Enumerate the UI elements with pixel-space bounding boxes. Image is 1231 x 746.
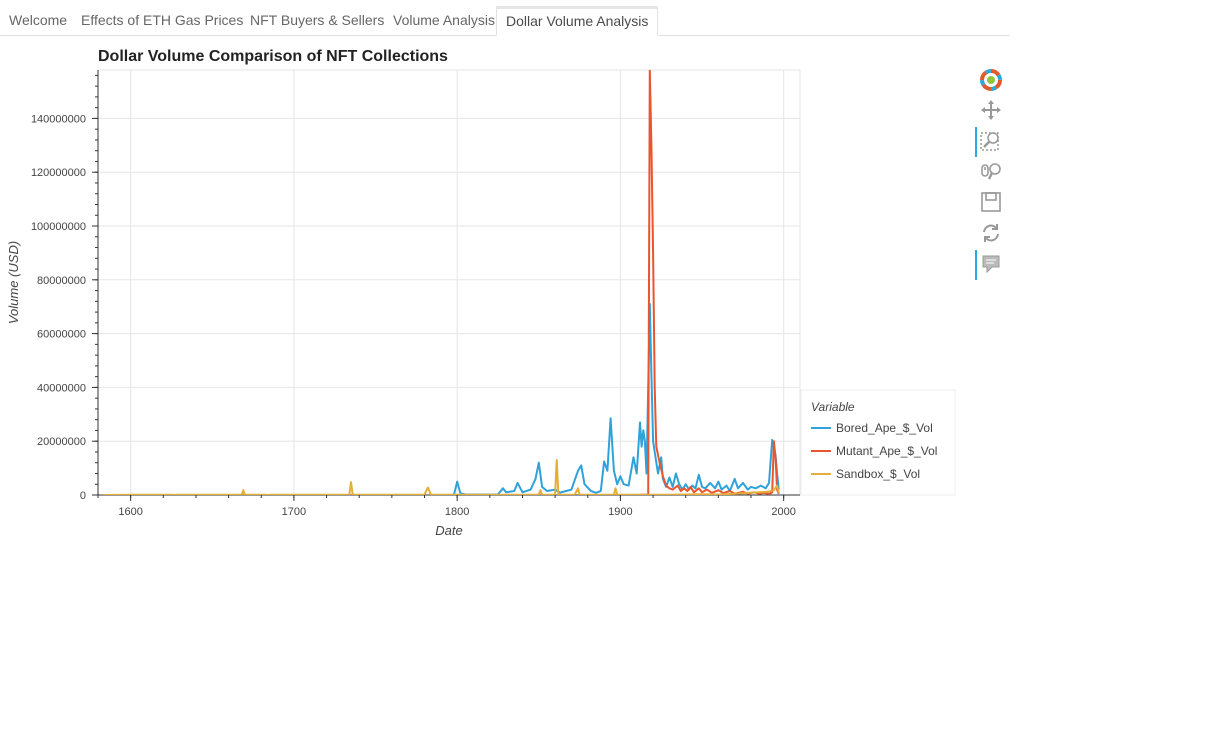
tab-eth-gas-prices[interactable]: Effects of ETH Gas Prices: [81, 12, 244, 28]
legend-label-1: Mutant_Ape_$_Vol: [836, 444, 937, 458]
y-tick-label: 100000000: [31, 221, 86, 233]
legend-title: Variable: [811, 400, 855, 414]
legend-box: [800, 389, 956, 496]
plot-area: [97, 69, 801, 496]
reset-icon[interactable]: [979, 221, 1003, 245]
save-icon[interactable]: [979, 190, 1003, 214]
x-tick-label: 2000: [771, 506, 795, 518]
tab-volume-analysis[interactable]: Volume Analysis: [393, 12, 495, 28]
x-tick-label: 1900: [608, 506, 632, 518]
tab-bar: Welcome Effects of ETH Gas Prices NFT Bu…: [0, 0, 1010, 36]
y-tick-label: 20000000: [37, 436, 86, 448]
x-tick-label: 1700: [282, 506, 306, 518]
tab-welcome[interactable]: Welcome: [9, 12, 68, 28]
y-tick-label: 0: [80, 490, 86, 502]
y-tick-label: 40000000: [37, 382, 86, 394]
y-tick-label: 140000000: [31, 113, 86, 125]
bokeh-logo-icon[interactable]: [979, 68, 1003, 92]
x-tick-label: 1800: [445, 506, 469, 518]
legend-label-0: Bored_Ape_$_Vol: [836, 421, 933, 435]
tab-nft-buyers-sellers[interactable]: NFT Buyers & Sellers: [250, 12, 385, 28]
chart-title: Dollar Volume Comparison of NFT Collecti…: [98, 48, 448, 65]
pan-icon[interactable]: [979, 98, 1003, 122]
tab-dollar-volume-analysis[interactable]: Dollar Volume Analysis: [496, 6, 659, 36]
chart-figure[interactable]: 1600 1700 1800 1900 2000 0 20000000 40000000 600…: [0, 40, 1000, 560]
x-tick-label: 1600: [118, 506, 142, 518]
legend-label-2: Sandbox_$_Vol: [836, 467, 920, 481]
y-tick-label: 120000000: [31, 167, 86, 179]
y-tick-label: 60000000: [37, 329, 86, 341]
box-zoom-icon[interactable]: [975, 127, 1003, 157]
x-axis-label: Date: [435, 523, 462, 538]
wheel-zoom-icon[interactable]: [979, 160, 1003, 184]
series-line-2: [102, 459, 780, 495]
y-axis-label: Volume (USD): [6, 241, 21, 324]
y-tick-label: 80000000: [37, 275, 86, 287]
hover-icon[interactable]: [975, 250, 1003, 280]
